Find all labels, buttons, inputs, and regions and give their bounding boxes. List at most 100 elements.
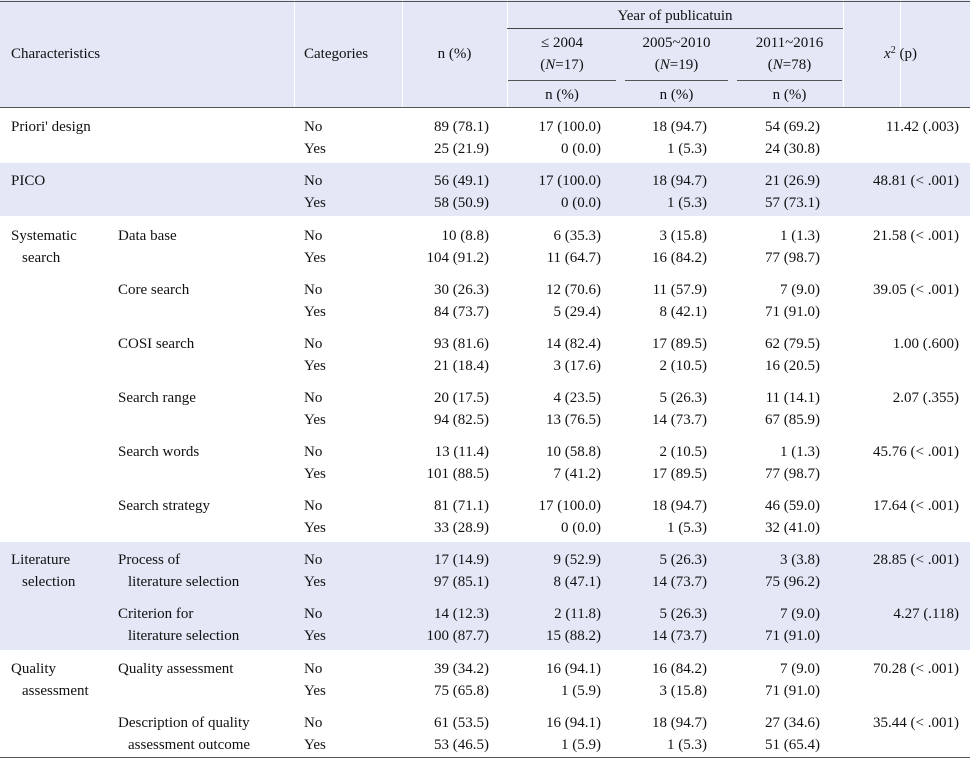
n-pct-cell: 84 (73.7): [434, 304, 489, 320]
characteristic-label: PICO: [11, 173, 46, 189]
category-cell: Yes: [304, 141, 326, 157]
year-col1-cell: 2 (11.8): [554, 606, 601, 622]
year-col2-cell: 14 (73.7): [652, 574, 707, 590]
year-col3-cell: 46 (59.0): [765, 498, 820, 514]
n-pct-cell: 100 (87.7): [426, 628, 490, 644]
n-pct-cell: 17 (14.9): [434, 552, 489, 568]
year-col1-cell: 16 (94.1): [546, 715, 601, 731]
year-col1-cell: 7 (41.2): [553, 466, 602, 482]
category-cell: No: [304, 173, 323, 189]
header-separator: [294, 0, 295, 108]
n-pct-cell: 104 (91.2): [426, 250, 490, 266]
n-pct-cell: 93 (81.6): [434, 336, 489, 352]
characteristic-label: Priori' design: [11, 119, 91, 135]
year-col3-cell: 1 (1.3): [780, 228, 820, 244]
year-col2-cell: 2 (10.5): [659, 444, 708, 460]
year-col2-cell: 16 (84.2): [652, 250, 707, 266]
n-pct-cell: 14 (12.3): [434, 606, 489, 622]
chi-square-cell: 2.07 (.355): [892, 390, 959, 406]
year-col1-cell: 14 (82.4): [546, 336, 601, 352]
subcharacteristic-label: Process of: [118, 552, 181, 568]
year-col2-cell: 5 (26.3): [659, 390, 708, 406]
year-col1-cell: 6 (35.3): [553, 228, 602, 244]
n-pct-cell: 61 (53.5): [434, 715, 489, 731]
subcharacteristic-label: Search range: [118, 390, 196, 406]
header-year-col3-range: 2011~2016: [755, 35, 824, 51]
category-cell: No: [304, 552, 323, 568]
header-separator: [507, 0, 508, 108]
year-col1-cell: 3 (17.6): [553, 358, 602, 374]
category-cell: Yes: [304, 628, 326, 644]
year-col2-cell: 3 (15.8): [659, 683, 708, 699]
header-year-col2-n: (N=19): [654, 57, 699, 73]
year-col3-cell: 24 (30.8): [765, 141, 820, 157]
n-pct-cell: 81 (71.1): [434, 498, 489, 514]
year-col1-cell: 8 (47.1): [553, 574, 602, 590]
chi-square-cell: 70.28 (< .001): [873, 661, 959, 677]
header-year-group: Year of publicatuin: [617, 8, 733, 24]
header-bottom-rule: [0, 107, 970, 108]
n-pct-cell: 53 (46.5): [434, 737, 489, 753]
category-cell: No: [304, 228, 323, 244]
category-cell: Yes: [304, 304, 326, 320]
category-cell: No: [304, 661, 323, 677]
year-col2-cell: 17 (89.5): [652, 336, 707, 352]
year-col1-cell: 17 (100.0): [538, 173, 602, 189]
year-col3-cell: 77 (98.7): [765, 466, 820, 482]
subcharacteristic-label: Search strategy: [118, 498, 211, 514]
characteristic-label: Quality: [11, 661, 56, 677]
year-group-rule: [507, 28, 843, 29]
year-col1-cell: 13 (76.5): [546, 412, 601, 428]
year-col2-cell: 1 (5.3): [667, 195, 707, 211]
year-col2-cell: 14 (73.7): [652, 628, 707, 644]
year-col2-cell: 18 (94.7): [652, 119, 707, 135]
n-pct-cell: 101 (88.5): [426, 466, 490, 482]
year-col3-cell: 54 (69.2): [765, 119, 820, 135]
category-cell: Yes: [304, 250, 326, 266]
category-cell: No: [304, 444, 323, 460]
year-col3-cell: 27 (34.6): [765, 715, 820, 731]
chi-square-cell: 45.76 (< .001): [873, 444, 959, 460]
year-col1-cell: 11 (64.7): [546, 250, 601, 266]
year-col2-cell: 5 (26.3): [659, 552, 708, 568]
subcharacteristic-label: Quality assessment: [118, 661, 234, 677]
category-cell: Yes: [304, 358, 326, 374]
characteristic-label-cont: search: [22, 250, 61, 266]
year-col3-cell: 62 (79.5): [765, 336, 820, 352]
year-col3-cell: 67 (85.9): [765, 412, 820, 428]
year-col2-cell: 14 (73.7): [652, 412, 707, 428]
year-col1-cell: 4 (23.5): [553, 390, 602, 406]
year-col2-cell: 8 (42.1): [659, 304, 708, 320]
n-pct-cell: 89 (78.1): [434, 119, 489, 135]
header-year-col3-n: (N=78): [767, 57, 812, 73]
n-pct-cell: 33 (28.9): [434, 520, 489, 536]
chi-square-cell: 1.00 (.600): [892, 336, 959, 352]
header-year-col1-sub: n (%): [545, 87, 579, 103]
year-col1-cell: 0 (0.0): [561, 520, 601, 536]
year-col3-rule: [737, 80, 842, 81]
chi-square-cell: 35.44 (< .001): [873, 715, 959, 731]
year-col3-cell: 7 (9.0): [780, 606, 820, 622]
year-col1-cell: 12 (70.6): [546, 282, 601, 298]
chi-square-cell: 11.42 (.003): [885, 119, 959, 135]
characteristic-label: Literature: [11, 552, 71, 568]
n-pct-cell: 75 (65.8): [434, 683, 489, 699]
band-pico: [0, 163, 970, 216]
header-year-col3-sub: n (%): [772, 87, 807, 103]
year-col3-cell: 32 (41.0): [765, 520, 820, 536]
subcharacteristic-label: Data base: [118, 228, 177, 244]
chi-square-cell: 28.85 (< .001): [873, 552, 959, 568]
category-cell: No: [304, 498, 323, 514]
year-col3-cell: 71 (91.0): [765, 304, 820, 320]
category-cell: Yes: [304, 737, 326, 753]
year-col1-cell: 9 (52.9): [553, 552, 602, 568]
top-rule: [0, 1, 970, 2]
subcharacteristic-label: Description of quality: [118, 715, 250, 731]
n-pct-cell: 13 (11.4): [434, 444, 489, 460]
subcharacteristic-label-cont: literature selection: [128, 628, 240, 644]
year-col3-cell: 1 (1.3): [780, 444, 820, 460]
year-col1-cell: 15 (88.2): [546, 628, 601, 644]
category-cell: No: [304, 715, 323, 731]
header-year-col2-sub: n (%): [659, 87, 694, 103]
year-col2-cell: 1 (5.3): [667, 520, 707, 536]
